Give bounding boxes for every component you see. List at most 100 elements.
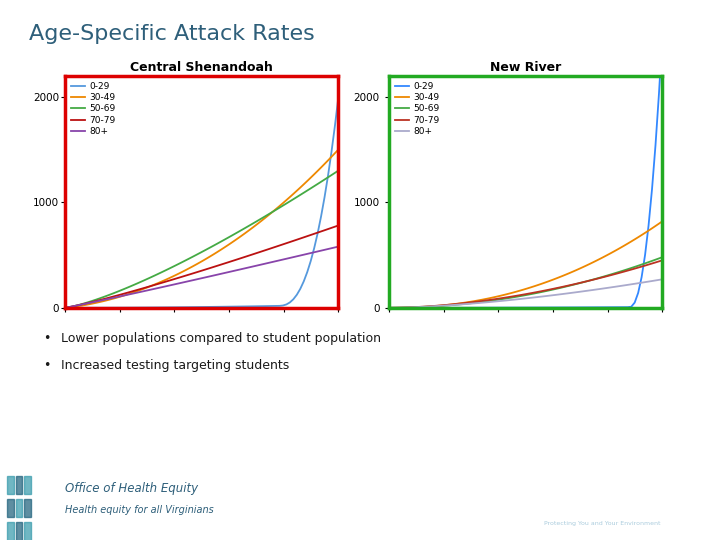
50-69 [334, 167, 343, 174]
80+ [181, 279, 190, 285]
50-69 [384, 305, 393, 311]
70-79 [60, 305, 69, 311]
Title: Central Shenandoah: Central Shenandoah [130, 62, 273, 75]
80+ [227, 268, 235, 275]
70-79 [181, 272, 190, 279]
70-79 [547, 286, 556, 292]
Legend: 0-29, 30-49, 50-69, 70-79, 80+: 0-29, 30-49, 50-69, 70-79, 80+ [68, 78, 119, 139]
70-79 [658, 257, 667, 264]
30-49 [181, 267, 190, 273]
70-79 [384, 305, 393, 311]
30-49 [561, 272, 570, 278]
80+ [384, 305, 393, 311]
30-49 [60, 305, 69, 311]
30-49 [505, 290, 514, 296]
Bar [7, 522, 14, 540]
50-69 [237, 227, 246, 233]
0-29 [561, 304, 570, 310]
Line: 50-69: 50-69 [389, 257, 662, 308]
50-69 [223, 235, 232, 241]
Text: Health equity for all Virginians: Health equity for all Virginians [65, 505, 214, 515]
50-69 [627, 265, 636, 271]
Bar [24, 476, 31, 494]
Line: 30-49: 30-49 [65, 150, 338, 308]
30-49 [627, 238, 636, 245]
0-29 [547, 304, 556, 310]
80+ [248, 264, 256, 270]
70-79 [505, 294, 514, 300]
Text: Age-Specific Attack Rates: Age-Specific Attack Rates [29, 24, 315, 44]
50-69 [181, 257, 190, 264]
80+ [237, 266, 246, 272]
80+ [223, 269, 232, 275]
70-79 [227, 258, 235, 265]
Line: 0-29: 0-29 [65, 97, 338, 308]
50-69 [547, 287, 556, 293]
80+ [303, 251, 312, 257]
0-29 [551, 304, 559, 310]
Bar [16, 522, 22, 540]
Text: Protecting You and Your Environment: Protecting You and Your Environment [544, 521, 660, 526]
Text: VDH: VDH [544, 480, 618, 509]
30-49 [248, 225, 256, 232]
Line: 70-79: 70-79 [65, 226, 338, 308]
0-29 [181, 304, 190, 310]
50-69 [561, 284, 570, 290]
Text: Increased testing targeting students: Increased testing targeting students [61, 359, 289, 372]
0-29 [334, 93, 343, 100]
70-79 [237, 255, 246, 261]
80+ [627, 281, 636, 288]
70-79 [334, 222, 343, 229]
Bar [7, 476, 14, 494]
80+ [334, 244, 343, 250]
50-69 [248, 221, 256, 227]
0-29 [303, 269, 312, 275]
50-69 [505, 295, 514, 301]
Text: •: • [43, 359, 50, 372]
Title: New River: New River [490, 62, 561, 75]
70-79 [303, 233, 312, 239]
30-49 [237, 233, 246, 239]
80+ [551, 292, 559, 298]
30-49 [303, 178, 312, 184]
70-79 [551, 285, 559, 292]
30-49 [658, 218, 667, 225]
Text: •: • [43, 332, 50, 345]
0-29 [223, 303, 232, 310]
Line: 70-79: 70-79 [389, 260, 662, 308]
0-29 [572, 304, 580, 310]
80+ [505, 297, 514, 303]
50-69 [60, 305, 69, 311]
30-49 [551, 275, 559, 282]
30-49 [547, 277, 556, 284]
80+ [572, 289, 580, 295]
0-29 [237, 303, 246, 310]
Line: 80+: 80+ [389, 279, 662, 308]
Bar [16, 499, 22, 517]
50-69 [658, 254, 667, 260]
70-79 [223, 259, 232, 266]
80+ [658, 276, 667, 282]
Bar [7, 499, 14, 517]
Text: Lower populations compared to student population: Lower populations compared to student po… [61, 332, 381, 345]
0-29 [658, 32, 667, 38]
0-29 [227, 303, 235, 310]
Bar [24, 522, 31, 540]
Line: 50-69: 50-69 [65, 171, 338, 308]
30-49 [572, 267, 580, 274]
30-49 [334, 146, 343, 153]
0-29 [627, 303, 636, 310]
70-79 [572, 281, 580, 287]
Text: Office of Health Equity: Office of Health Equity [65, 482, 198, 495]
50-69 [227, 233, 235, 239]
80+ [561, 291, 570, 297]
50-69 [551, 286, 559, 292]
0-29 [505, 305, 514, 311]
70-79 [248, 252, 256, 258]
0-29 [60, 305, 69, 311]
80+ [547, 292, 556, 299]
Legend: 0-29, 30-49, 50-69, 70-79, 80+: 0-29, 30-49, 50-69, 70-79, 80+ [392, 78, 443, 139]
Line: 0-29: 0-29 [389, 35, 662, 308]
50-69 [303, 187, 312, 194]
70-79 [561, 283, 570, 289]
